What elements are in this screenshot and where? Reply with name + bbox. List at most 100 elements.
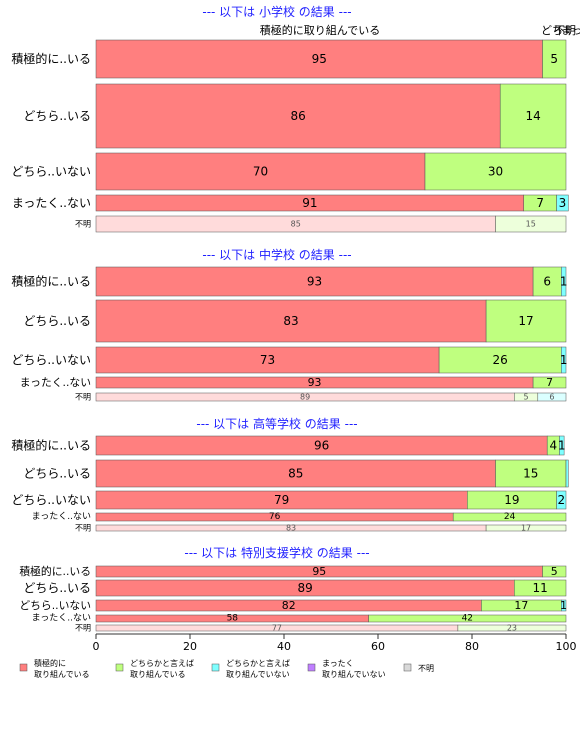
bar-row: どちら..いる 85 15 bbox=[23, 459, 569, 488]
panel: --- 以下は 高等学校 の結果 --- 積極的に..いる 96 4 1 どちら..いる 8… bbox=[11, 416, 569, 533]
bar-row: 積極的に..いる 96 4 1 bbox=[11, 435, 566, 456]
category-label: まったく..ない bbox=[12, 196, 91, 210]
data-label: 5 bbox=[551, 565, 558, 578]
panel-title: --- 以下は 高等学校 の結果 --- bbox=[196, 416, 357, 431]
bar-segment bbox=[561, 266, 567, 297]
data-label: 26 bbox=[493, 353, 508, 367]
category-label: 積極的に..いる bbox=[11, 438, 91, 453]
bar-segment bbox=[532, 266, 562, 297]
bar-segment bbox=[514, 579, 567, 597]
data-label: 1 bbox=[560, 353, 568, 367]
category-label: どちら..いる bbox=[23, 581, 91, 595]
category-label: まったく..ない bbox=[32, 511, 91, 522]
legend-swatch bbox=[211, 663, 220, 672]
bar-segment bbox=[556, 194, 569, 212]
data-label: 93 bbox=[307, 275, 322, 289]
data-label: 11 bbox=[533, 581, 548, 595]
data-label: 93 bbox=[308, 376, 322, 389]
panel-title: --- 以下は 中学校 の結果 --- bbox=[202, 247, 351, 262]
legend-item: どちらかと言えば取り組んでいない bbox=[211, 658, 290, 679]
category-label: 積極的に..いる bbox=[11, 274, 91, 289]
category-label: どちら..いない bbox=[19, 599, 91, 612]
data-label: 89 bbox=[300, 393, 310, 402]
bar-segment bbox=[532, 376, 567, 389]
data-label: 42 bbox=[462, 614, 473, 624]
legend-label: 不明 bbox=[418, 664, 434, 673]
data-label: 91 bbox=[302, 196, 317, 210]
category-label: どちら..いない bbox=[11, 493, 91, 507]
panel: --- 以下は 特別支援学校 の結果 --- 積極的に..いる 95 5 どちら..いる… bbox=[19, 545, 567, 633]
data-label: 73 bbox=[260, 353, 275, 367]
category-label: まったく..ない bbox=[20, 376, 91, 389]
bar-segment bbox=[542, 39, 567, 79]
x-tick-label: 60 bbox=[371, 640, 385, 653]
data-label: 82 bbox=[282, 599, 296, 612]
legend-label: 積極的に取り組んでいる bbox=[34, 658, 90, 679]
top-category-label: どち bbox=[541, 24, 563, 37]
bar-segment bbox=[561, 599, 567, 612]
bar-segment bbox=[95, 152, 426, 191]
panel-title: --- 以下は 小学校 の結果 --- bbox=[202, 4, 351, 19]
bar-row: まったく..ない 91 7 3 bbox=[12, 194, 569, 212]
data-label: 23 bbox=[507, 624, 517, 633]
bar-segment bbox=[495, 459, 567, 488]
panel: --- 以下は 小学校 の結果 --- 積極的に..いる 95 5 どちら..いる 86 1… bbox=[11, 4, 569, 233]
x-tick-label: 80 bbox=[465, 640, 479, 653]
x-tick-label: 100 bbox=[556, 640, 577, 653]
data-label: 5 bbox=[524, 393, 529, 402]
bar-row: 不明 83 17 bbox=[75, 524, 567, 533]
data-label: 58 bbox=[227, 614, 239, 624]
bar-row: どちら..いる 83 17 bbox=[23, 299, 567, 343]
top-category-label: まっ bbox=[561, 24, 580, 37]
bar-row: 不明 85 15 bbox=[75, 215, 567, 233]
data-label: 15 bbox=[523, 467, 538, 481]
legend-swatch bbox=[307, 663, 316, 672]
bar-segment bbox=[485, 524, 567, 532]
data-label: 79 bbox=[274, 493, 289, 507]
chart-panels: --- 以下は 小学校 の結果 --- 積極的に..いる 95 5 どちら..いる 86 1… bbox=[11, 4, 569, 633]
bar-segment bbox=[457, 624, 567, 632]
data-label: 17 bbox=[521, 524, 531, 533]
bar-row: どちら..いない 79 19 2 bbox=[11, 490, 567, 510]
data-label: 2 bbox=[557, 493, 565, 507]
category-label: 積極的に..いる bbox=[19, 564, 91, 578]
x-tick-label: 40 bbox=[277, 640, 291, 653]
data-label: 19 bbox=[504, 493, 519, 507]
data-label: 17 bbox=[514, 599, 528, 612]
bar-row: まったく..ない 76 24 bbox=[32, 511, 567, 522]
x-tick-label: 0 bbox=[93, 640, 100, 653]
data-label: 95 bbox=[312, 565, 326, 578]
data-label: 17 bbox=[518, 314, 533, 328]
bar-row: どちら..いない 70 30 bbox=[11, 152, 567, 191]
data-label: 70 bbox=[253, 165, 268, 179]
bar-segment bbox=[95, 266, 534, 297]
data-label: 76 bbox=[269, 512, 281, 522]
bar-segment bbox=[559, 435, 565, 456]
category-label: どちら..いない bbox=[11, 165, 91, 179]
top-category-label: 不明 bbox=[554, 24, 576, 37]
panel-title: --- 以下は 特別支援学校 の結果 --- bbox=[184, 545, 369, 560]
legend-item: 積極的に取り組んでいる bbox=[19, 658, 90, 679]
data-label: 6 bbox=[549, 393, 554, 402]
data-label: 7 bbox=[536, 196, 544, 210]
bar-segment bbox=[561, 346, 567, 374]
bar-row: どちら..いない 82 17 1 bbox=[19, 599, 567, 612]
data-label: 7 bbox=[546, 376, 553, 389]
data-label: 5 bbox=[550, 52, 558, 66]
data-label: 86 bbox=[290, 109, 305, 123]
bar-segment bbox=[95, 39, 543, 79]
data-label: 3 bbox=[559, 196, 567, 210]
data-label: 89 bbox=[298, 581, 313, 595]
data-label: 1 bbox=[560, 599, 567, 612]
legend-item: まったく取り組んでいない bbox=[307, 659, 386, 679]
data-label: 83 bbox=[283, 314, 298, 328]
legend-swatch bbox=[403, 663, 412, 672]
category-label: 不明 bbox=[75, 524, 91, 533]
bar-row: まったく..ない 58 42 bbox=[32, 613, 567, 624]
bar-segment bbox=[537, 392, 567, 402]
bar-segment bbox=[95, 83, 501, 149]
legend-swatch bbox=[19, 663, 28, 672]
data-label: 15 bbox=[526, 220, 536, 229]
